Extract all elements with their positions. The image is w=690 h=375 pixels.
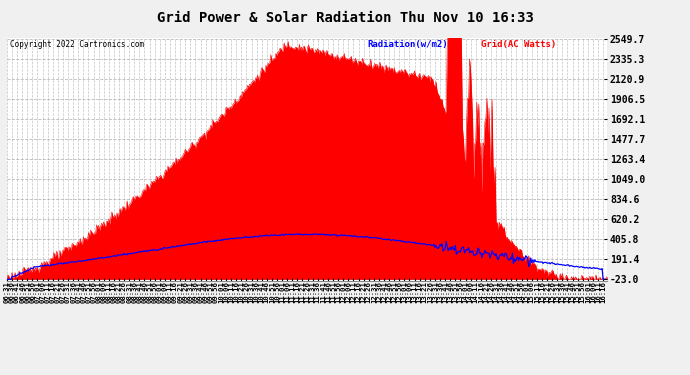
Text: Grid Power & Solar Radiation Thu Nov 10 16:33: Grid Power & Solar Radiation Thu Nov 10 …: [157, 11, 533, 25]
Text: Copyright 2022 Cartronics.com: Copyright 2022 Cartronics.com: [10, 40, 144, 49]
Text: Grid(AC Watts): Grid(AC Watts): [481, 40, 556, 49]
Text: Radiation(w/m2): Radiation(w/m2): [367, 40, 448, 49]
